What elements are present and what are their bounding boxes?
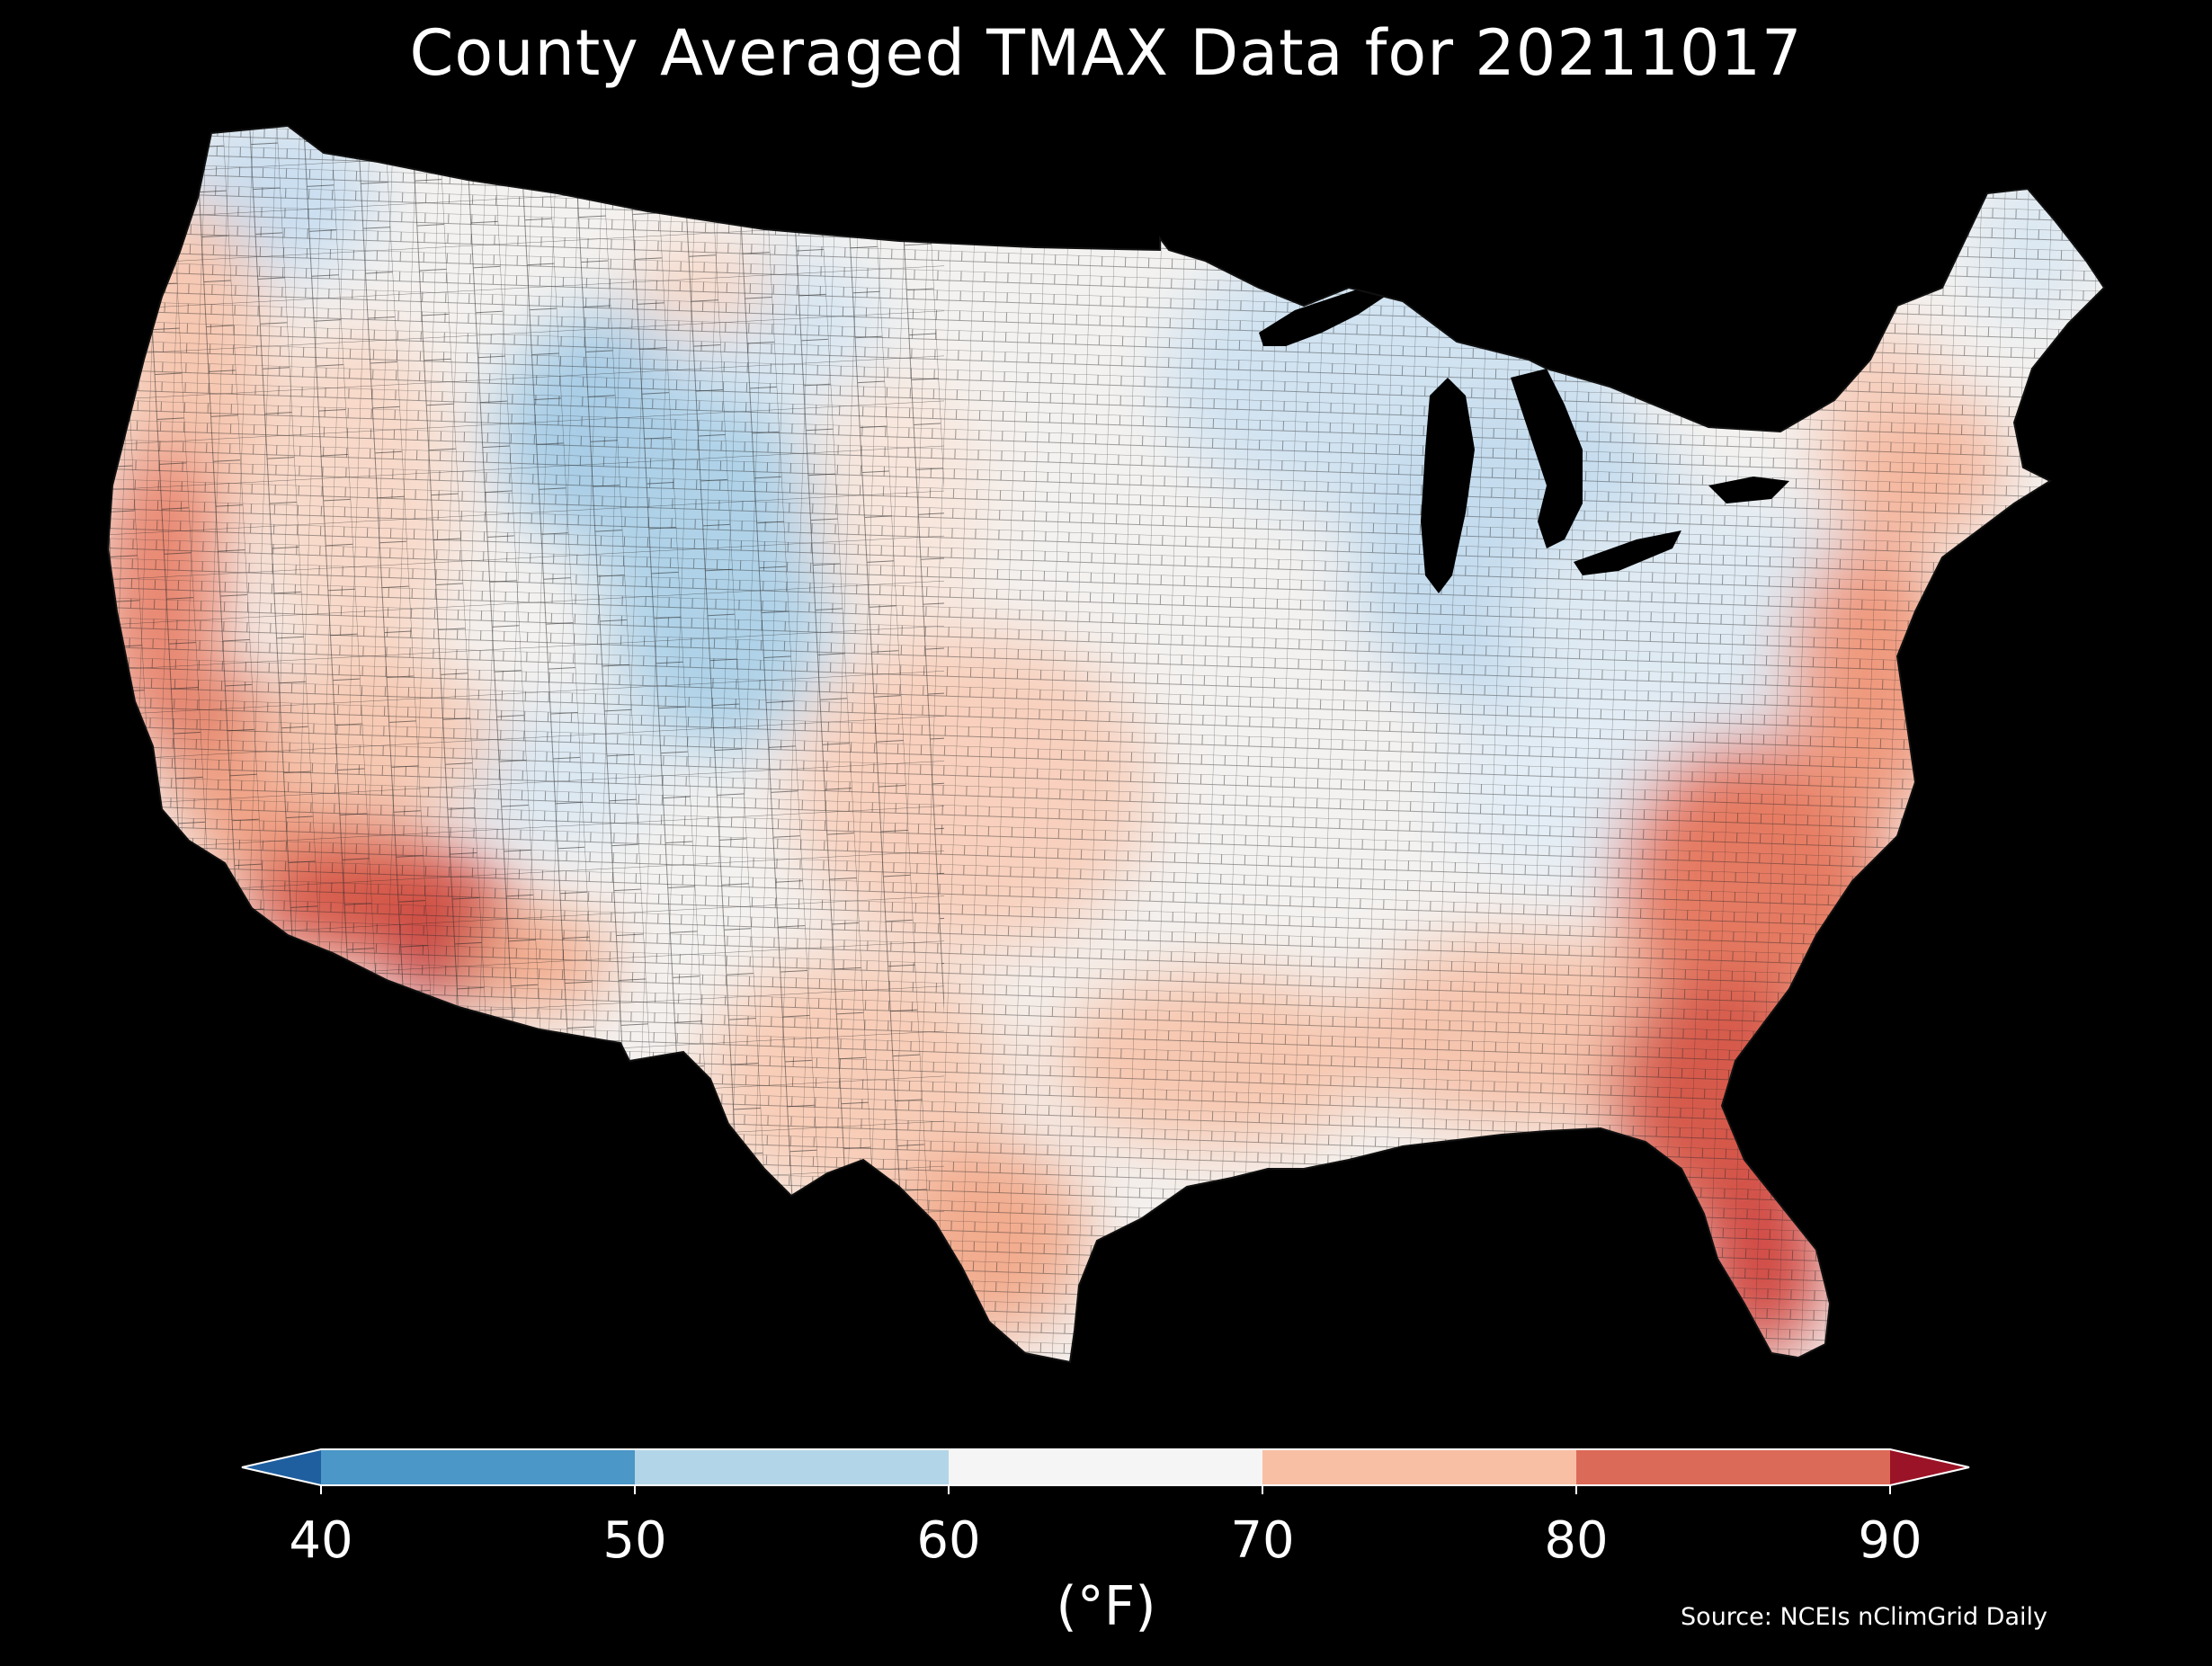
lake-ontario: [1708, 477, 1789, 503]
colorbar-segment: [321, 1449, 635, 1485]
source-label: Source: NCEIs nClimGrid Daily: [1681, 1603, 2047, 1631]
lake-erie: [1574, 530, 1681, 575]
colorbar-segments: [241, 1448, 1970, 1486]
colorbar-segment: [1262, 1449, 1576, 1485]
colorbar-tick-label: 40: [289, 1511, 352, 1570]
colorbar-segment: [635, 1449, 949, 1485]
colorbar-unit-label: (°F): [1056, 1575, 1156, 1638]
colorbar-extend-high: [1890, 1449, 1969, 1485]
colorbar-extend-low: [242, 1449, 321, 1485]
page-title: County Averaged TMAX Data for 20211017: [409, 16, 1803, 90]
colorbar-tick-label: 50: [602, 1511, 666, 1570]
lake-huron: [1511, 369, 1583, 548]
colorbar-tick-label: 60: [916, 1511, 980, 1570]
colorbar-segment: [1576, 1449, 1890, 1485]
colorbar-tick-label: 70: [1230, 1511, 1294, 1570]
great-lakes: [1259, 283, 1789, 593]
lake-superior: [1259, 283, 1385, 346]
colorbar-ticks: 40 50 60 70 80 90: [289, 1485, 1922, 1570]
colorbar-segment: [949, 1449, 1262, 1485]
colorbar-tick-label: 80: [1544, 1511, 1608, 1570]
colorbar-tick-label: 90: [1858, 1511, 1922, 1570]
lake-michigan: [1421, 378, 1475, 593]
